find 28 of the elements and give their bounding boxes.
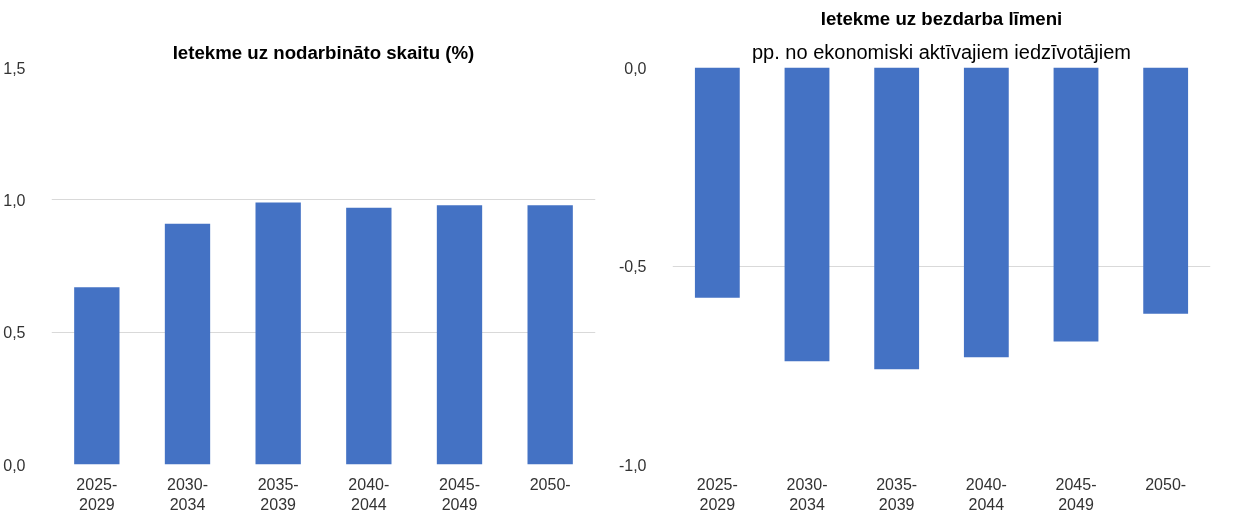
- bar: [346, 207, 392, 465]
- bar: [255, 202, 301, 465]
- y-tick-label: -0,5: [618, 258, 647, 275]
- x-tick-label: 2040- 2044: [348, 475, 390, 513]
- x-tick-label: 2025- 2029: [76, 475, 118, 513]
- y-tick-label: 0,5: [3, 324, 26, 342]
- x-tick-label: 2045- 2049: [439, 475, 480, 513]
- bar: [527, 205, 573, 465]
- chart-title: Ietekme uz bezdarba līmeni: [820, 7, 1063, 29]
- y-tick-label: -1,0: [618, 456, 647, 474]
- bar: [436, 205, 483, 465]
- x-tick-label: 2035- 2039: [257, 475, 299, 513]
- x-tick-label: 2045- 2049: [1055, 475, 1097, 513]
- x-tick-label: 2025- 2029: [696, 475, 738, 513]
- bar: [74, 287, 120, 465]
- y-tick-label: 1,5: [3, 59, 26, 77]
- x-tick-label: 2050-: [1145, 475, 1187, 493]
- chart-title: Ietekme uz nodarbināto skaitu (%): [172, 41, 475, 63]
- x-tick-label: 2040- 2044: [965, 475, 1007, 513]
- bar: [164, 223, 211, 465]
- y-tick-label: 0,0: [3, 456, 26, 474]
- y-tick-label: 0,0: [624, 59, 647, 77]
- y-tick-label: 1,0: [3, 191, 26, 209]
- chart-subtitle: pp. no ekonomiski aktīvajiem iedzīvotājiem: [751, 40, 1132, 63]
- x-tick-label: 2035- 2039: [876, 475, 918, 513]
- x-tick-label: 2030- 2034: [786, 475, 828, 513]
- x-tick-label: 2030- 2034: [167, 475, 208, 513]
- x-tick-label: 2050-: [529, 475, 571, 493]
